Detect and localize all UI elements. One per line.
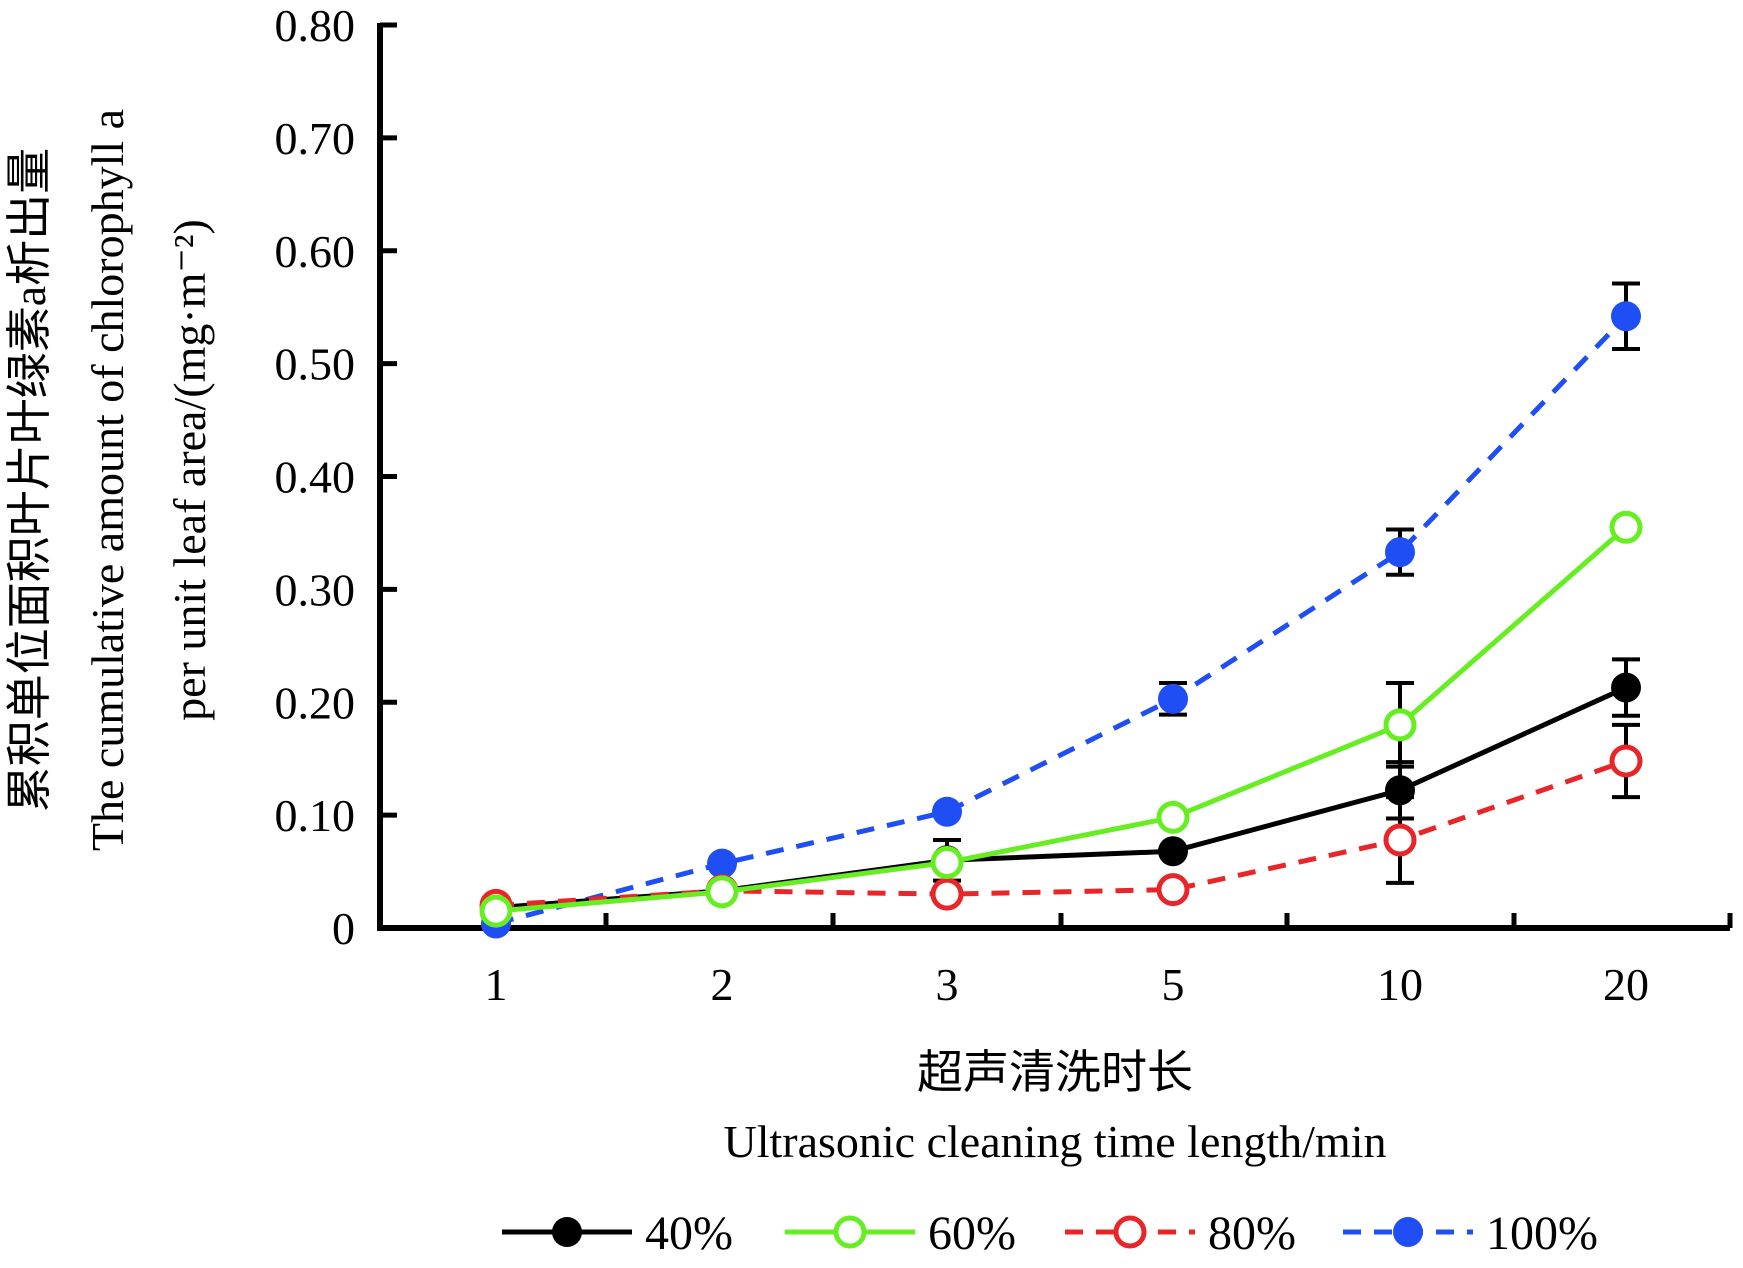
series-40pct-point [1158,836,1188,867]
series-100pct-point [1158,683,1188,714]
legend-item-40pct-label: 40% [645,1207,733,1260]
y-tick-label: 0.60 [275,226,356,277]
series-40pct-line [495,685,1628,911]
y-tick-label: 0.20 [275,677,356,728]
x-tick-label: 20 [1603,959,1649,1010]
series-100pct-point [932,796,962,827]
legend-item-60pct-marker [833,1215,867,1249]
series-80pct-point [1383,823,1417,857]
y-axis-title-en-1: The cumulative amount of chlorophyll a [82,109,133,851]
series-60pct-point [930,846,964,880]
legend-item-80pct: 80% [1065,1207,1296,1260]
x-axis-title-en: Ultrasonic cleaning time length/min [723,1116,1386,1167]
series-100pct [481,281,1641,939]
legend-item-60pct: 60% [785,1207,1016,1260]
y-axis-title-cn: 累积单位面积叶片叶绿素a析出量 [4,148,55,812]
x-tick-label: 5 [1162,959,1185,1010]
x-tick-label: 10 [1377,959,1423,1010]
y-tick-label: 0.40 [275,452,356,503]
series-60pct-point [1383,708,1417,742]
series-80pct-point [1609,744,1643,778]
legend: 40% 60% 80% 100% [502,1207,1598,1260]
series-100pct-point [707,848,737,879]
x-axis-title-cn: 超声清洗时长 [917,1047,1193,1098]
series-100pct-point [1385,537,1415,568]
legend-item-80pct-marker [1113,1215,1147,1249]
x-tick-label: 1 [485,959,508,1010]
legend-item-60pct-label: 60% [928,1207,1016,1260]
series-60pct-point [1156,800,1190,834]
x-tick-label: 2 [711,959,734,1010]
x-tick-label: 3 [936,959,959,1010]
legend-item-40pct-marker [552,1217,582,1247]
series-60pct-line [495,525,1628,914]
series-80pct-point [930,877,964,911]
series-80pct-point [1156,873,1190,907]
series-60pct-point [479,894,513,928]
series-80pct-line [495,758,1627,908]
axes [377,23,1730,931]
series-layer [479,281,1643,939]
y-tick-label: 0.10 [275,790,356,841]
legend-item-100pct-marker [1393,1217,1423,1247]
series-100pct-line [495,314,1628,926]
y-tick-label: 0 [332,903,355,954]
y-tick-label: 0.70 [275,113,356,164]
series-60pct-point [705,875,739,909]
series-40pct-point [1611,672,1641,703]
series-100pct-point [1611,301,1641,332]
legend-item-100pct: 100% [1343,1207,1598,1260]
legend-item-100pct-label: 100% [1486,1207,1598,1260]
y-tick-label: 0.80 [275,0,356,51]
series-60pct-point [1609,510,1643,544]
y-tick-label: 0.50 [275,339,356,390]
legend-item-80pct-label: 80% [1208,1207,1296,1260]
legend-item-40pct: 40% [502,1207,733,1260]
y-axis-title-en-2: per unit leaf area/(mg·m⁻²) [164,219,215,721]
series-60pct [479,510,1643,928]
y-tick-label: 0.30 [275,564,356,615]
y-axis-title: 累积单位面积叶片叶绿素a析出量 The cumulative amount of… [4,109,215,851]
x-axis-title: 超声清洗时长 Ultrasonic cleaning time length/m… [723,1047,1386,1167]
